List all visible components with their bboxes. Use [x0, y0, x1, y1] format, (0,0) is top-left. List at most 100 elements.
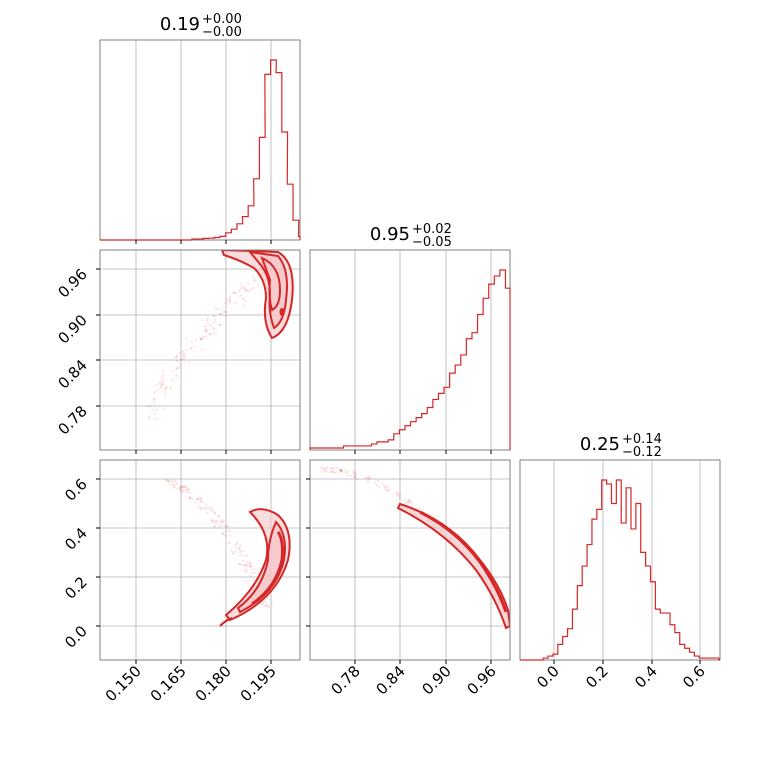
p3b-sample-point	[330, 470, 334, 473]
p3a-sample-point	[240, 563, 244, 566]
p2-sample-point	[201, 337, 204, 341]
p2-sample-point	[185, 348, 188, 352]
p3b-sample-point	[350, 474, 353, 478]
p3-xtick-label-2: 0.4	[631, 662, 661, 692]
p3a-sample-point	[250, 568, 254, 571]
p2-sample-point	[223, 310, 226, 313]
p3b-sample-point	[329, 471, 333, 474]
p3a-sample-point	[214, 519, 218, 523]
panel-p2-hist: 0.95 +0.02 −0.05	[309, 222, 511, 454]
p2-hist-title-sub: −0.05	[412, 235, 452, 250]
p3a-sample-point	[199, 506, 202, 510]
p3a-sample-point	[217, 514, 221, 518]
p3a-contours	[164, 478, 291, 627]
p3b-sample-point	[340, 469, 344, 472]
p3b-sample-point	[364, 476, 367, 480]
p2-sample-point	[162, 374, 165, 377]
p3a-sample-point	[199, 498, 202, 501]
p2-sample-point	[218, 323, 221, 327]
p2-ytick-label-084: 0.84	[54, 356, 90, 392]
p3b-sample-point	[340, 468, 343, 472]
p3a-sample-point	[250, 565, 253, 569]
p3b-sample-point	[396, 492, 399, 495]
p3a-sample-point	[271, 601, 274, 605]
p3b-xtick-label-2: 0.90	[418, 662, 454, 698]
p3b-sample-point	[319, 470, 322, 474]
p2-sample-point	[155, 383, 159, 386]
p3b-sample-point	[339, 469, 342, 473]
p2-sample-point	[176, 354, 179, 357]
p3a-sample-point	[187, 488, 191, 491]
p2-sample-point	[159, 386, 163, 390]
p3b-sample-point	[332, 467, 336, 470]
p2-joint-frame	[99, 249, 301, 451]
p3a-sample-point	[181, 485, 185, 488]
p3a-sample-point	[254, 568, 257, 571]
p3b-sample-point	[323, 470, 326, 474]
p3b-sample-point	[322, 467, 325, 471]
p3b-band-outer	[396, 502, 510, 630]
p3b-xtick-label-3: 0.96	[463, 662, 499, 698]
p3a-sample-point	[194, 501, 197, 504]
p3b-sample-point	[377, 485, 381, 489]
p3a-sample-point	[214, 522, 217, 525]
p3a-sample-point	[167, 480, 170, 484]
p2-sample-point	[237, 289, 241, 293]
p2-sample-point	[175, 376, 178, 380]
p3b-sample-point	[324, 467, 328, 470]
p3b-sample-point	[369, 477, 372, 480]
p2-sample-point	[189, 347, 193, 350]
p3b-sample-point	[338, 468, 342, 472]
p3a-sample-point	[261, 603, 265, 606]
p2-sample-point	[219, 323, 222, 327]
p3a-sample-point	[234, 543, 238, 546]
p3b-sample-point	[352, 470, 356, 474]
p3a-sample-point	[181, 489, 185, 492]
p2-sample-point	[233, 291, 236, 295]
p3b-sample-point	[331, 466, 334, 470]
p2-contour-inner	[260, 256, 282, 312]
panel-p3-joint-a: 0.0 0.2 0.4 0.6 0.150 0.165 0.180 0.195	[61, 459, 301, 705]
p2-sample-point	[179, 359, 183, 362]
p3b-sample-point	[331, 470, 334, 473]
p3a-sample-point	[260, 602, 263, 606]
p2-sample-point	[178, 351, 182, 355]
p2-sample-point	[250, 287, 253, 291]
p2-sample-point	[185, 337, 188, 340]
p3a-ytick-label-2: 0.4	[61, 524, 91, 554]
p3a-sample-point	[220, 518, 224, 522]
p1-hist-grid	[135, 40, 272, 240]
p3b-sample-point	[339, 470, 343, 473]
p3a-sample-point	[186, 488, 189, 491]
p3b-sample-point	[407, 502, 410, 505]
p2-sample-point	[155, 417, 159, 421]
p2-sample-point	[171, 379, 175, 382]
p3a-sample-point	[204, 506, 207, 510]
p3a-sample-point	[263, 604, 267, 608]
p3a-xtick-label-2: 0.180	[192, 662, 235, 705]
p3a-sample-point	[221, 521, 224, 524]
p3a-sample-point	[197, 505, 200, 509]
p2-sample-point	[244, 289, 247, 293]
p3a-sample-point	[195, 497, 198, 500]
p2-sample-point	[194, 339, 198, 342]
p2-joint-contours	[146, 250, 294, 421]
p3a-frame	[99, 459, 301, 661]
p3a-sample-point	[216, 514, 220, 518]
p2-sample-point	[199, 338, 202, 341]
p3a-sample-point	[249, 564, 252, 567]
p3a-sample-point	[173, 480, 176, 484]
p3-hist-title: 0.25	[580, 434, 620, 455]
p2-sample-point	[228, 299, 232, 302]
p3a-sample-point	[266, 604, 269, 607]
p3a-sample-point	[199, 500, 202, 504]
p2-sample-point	[240, 282, 243, 285]
p3a-sample-point	[249, 574, 252, 578]
p3a-sample-point	[244, 567, 247, 571]
p3b-sample-point	[354, 472, 357, 475]
p3b-sample-point	[395, 494, 399, 497]
p2-sample-point	[187, 361, 191, 364]
p3a-sample-point	[169, 483, 172, 487]
p3a-sample-point	[216, 520, 219, 523]
p2-sample-point	[183, 356, 187, 359]
